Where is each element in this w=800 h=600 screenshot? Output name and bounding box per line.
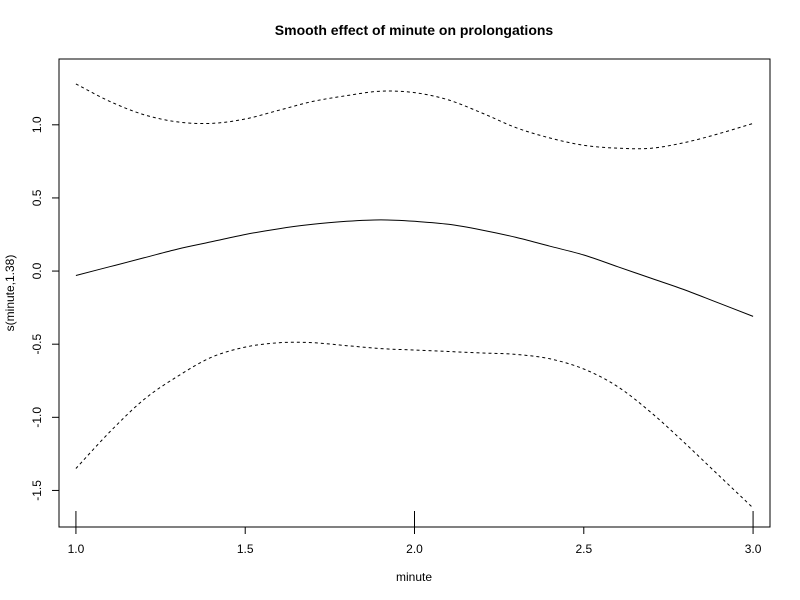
x-axis: 1.0 1.5 2.0 2.5 3.0 xyxy=(68,526,762,556)
fit-line xyxy=(75,219,754,317)
y-axis-label: s(minute,1.38) xyxy=(3,255,17,332)
y-tick-label: 0.5 xyxy=(30,189,44,206)
y-tick-label: 0.0 xyxy=(30,262,44,279)
x-axis-label: minute xyxy=(396,570,432,584)
x-tick-label: 1.0 xyxy=(68,542,85,556)
rug-layer xyxy=(75,511,754,527)
chart-title: Smooth effect of minute on prolongations xyxy=(275,22,554,38)
y-tick-label: -0.5 xyxy=(30,334,44,355)
x-tick-label: 1.5 xyxy=(237,542,254,556)
plot-frame xyxy=(58,58,771,528)
series-layer xyxy=(75,83,754,509)
x-tick-label: 3.0 xyxy=(745,542,762,556)
y-tick-label: 1.0 xyxy=(30,116,44,133)
lower-band-line xyxy=(75,341,754,509)
x-tick-label: 2.5 xyxy=(575,542,592,556)
y-axis: -1.5 -1.0 -0.5 0.0 0.5 1.0 xyxy=(30,116,60,501)
upper-band-line xyxy=(75,83,754,150)
x-tick-label: 2.0 xyxy=(406,542,423,556)
y-tick-label: -1.0 xyxy=(30,407,44,428)
y-tick-label: -1.5 xyxy=(30,480,44,501)
